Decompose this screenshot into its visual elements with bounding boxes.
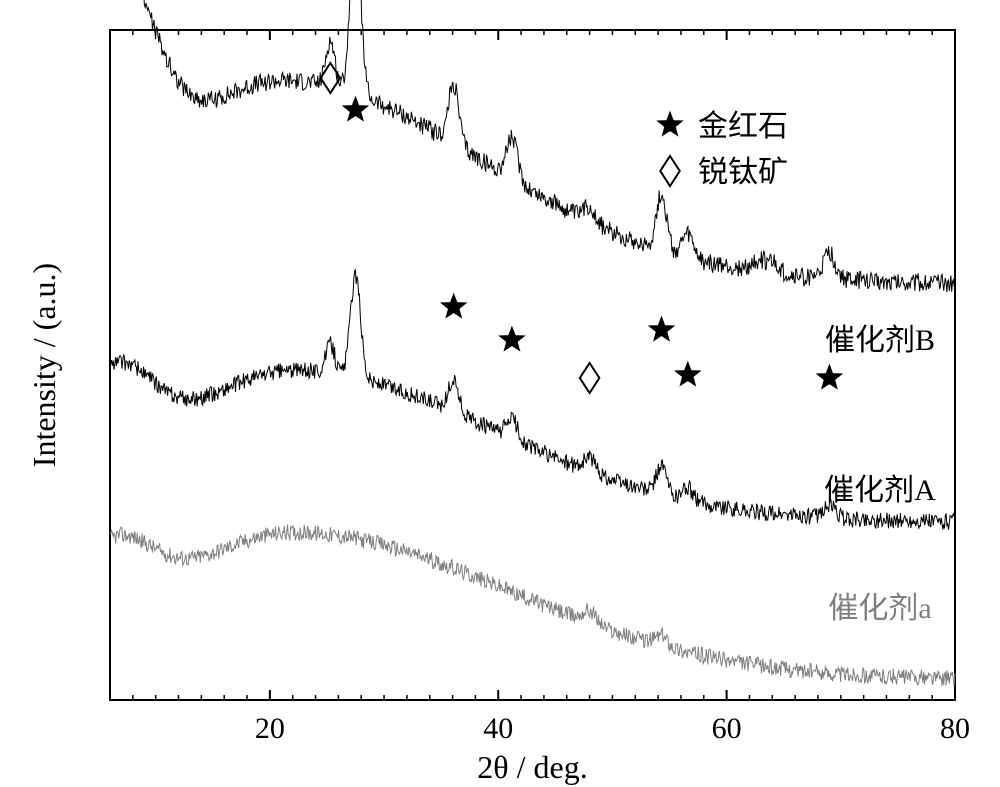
chart-svg: 20 40 60 80 2θ / deg. Intensity / (a.u.) 金红石锐钛… [0, 0, 1000, 787]
svg-text:2θ / deg.: 2θ / deg. [477, 749, 587, 785]
svg-text:80: 80 [940, 712, 970, 745]
svg-text:锐钛矿: 锐钛矿 [698, 156, 788, 189]
svg-text:Intensity / (a.u.): Intensity / (a.u.) [26, 263, 62, 467]
svg-text:60: 60 [712, 712, 742, 745]
svg-text:催化剂A: 催化剂A [824, 474, 936, 507]
svg-text:催化剂B: 催化剂B [825, 324, 935, 357]
svg-text:20: 20 [255, 712, 285, 745]
svg-text:金红石: 金红石 [698, 110, 788, 143]
svg-text:40: 40 [483, 712, 513, 745]
svg-text:催化剂a: 催化剂a [828, 592, 931, 625]
xrd-chart: 20 40 60 80 2θ / deg. Intensity / (a.u.) 金红石锐钛… [0, 0, 1000, 787]
